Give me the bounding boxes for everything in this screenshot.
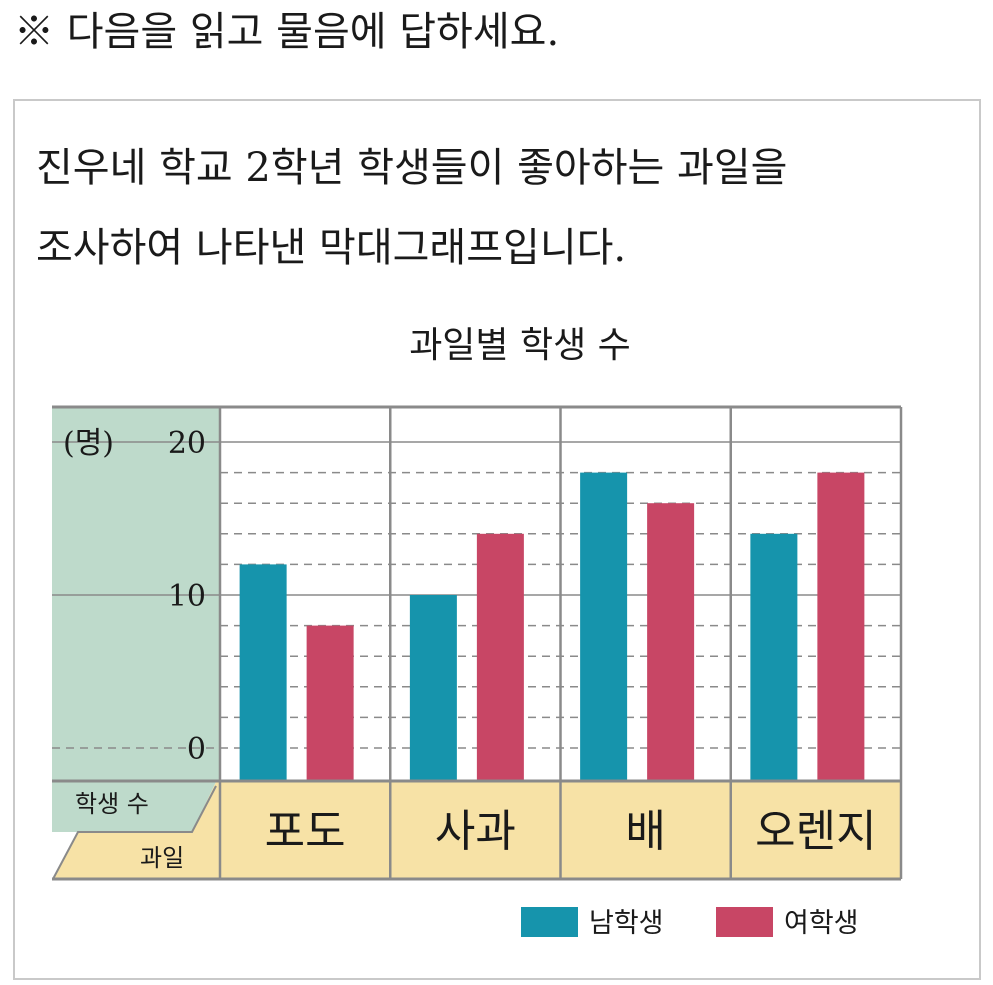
bar-female: [817, 472, 865, 781]
legend-label-male: 남학생: [589, 908, 664, 939]
bar-male: [750, 533, 798, 781]
bar-female: [647, 503, 695, 781]
header-corner-bottom: [53, 832, 220, 879]
category-label: 오렌지: [755, 806, 876, 857]
y-tick-label: 10: [168, 579, 206, 614]
description: 진우네 학교 2학년 학생들이 좋아하는 과일을 조사하여 나타낸 막대그래프입…: [36, 128, 787, 288]
header-label-bottom: 과일: [140, 844, 184, 872]
category-label: 포도: [265, 806, 346, 857]
category-label: 사과: [435, 806, 516, 857]
y-axis-unit: (명): [63, 426, 114, 461]
bar-female: [306, 625, 354, 781]
chart-title: 과일별 학생 수: [409, 325, 631, 366]
description-line-1: 진우네 학교 2학년 학생들이 좋아하는 과일을: [36, 145, 788, 191]
bar-male: [239, 564, 287, 781]
y-axis-panel: [52, 407, 220, 781]
header-corner-top: [52, 782, 216, 832]
y-tick-label: 20: [168, 426, 206, 461]
category-label: 배: [625, 806, 665, 857]
y-tick-label: 0: [187, 732, 206, 767]
legend-label-female: 여학생: [784, 908, 859, 939]
header-diagonal: [52, 785, 217, 880]
bar-male: [580, 472, 628, 781]
bar-male: [409, 595, 457, 781]
header-label-top: 학생 수: [75, 790, 149, 818]
instruction-text: ※ 다음을 읽고 물음에 답하세요.: [14, 9, 560, 55]
description-line-2: 조사하여 나타낸 막대그래프입니다.: [36, 225, 627, 271]
bar-female: [476, 533, 524, 781]
legend-swatch-male: [521, 907, 578, 937]
legend-swatch-female: [716, 907, 773, 937]
